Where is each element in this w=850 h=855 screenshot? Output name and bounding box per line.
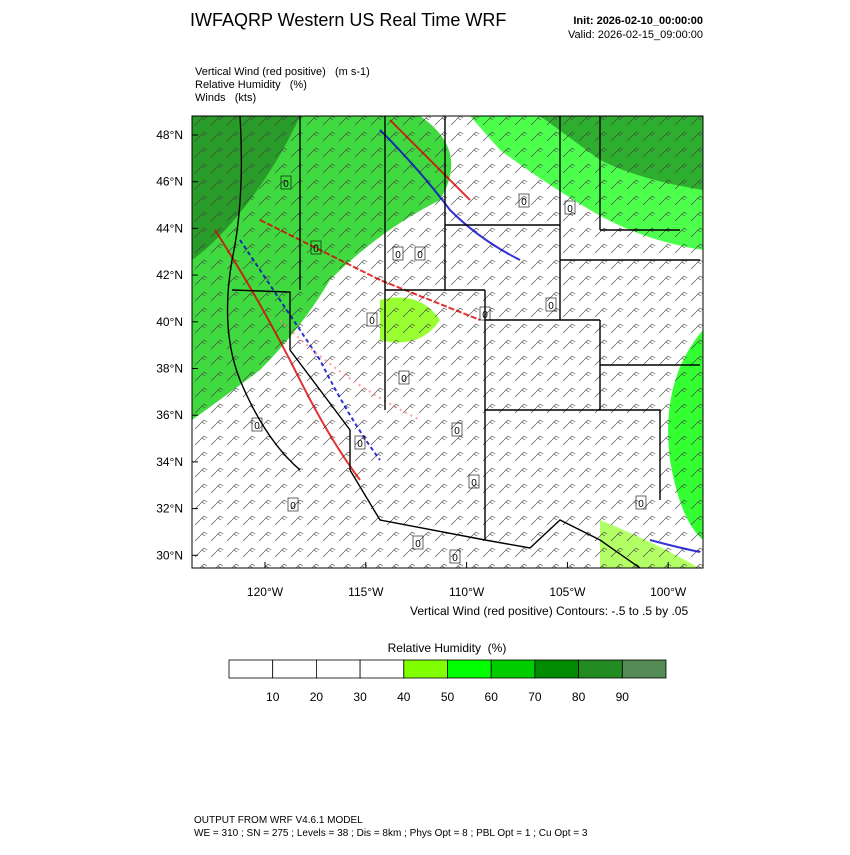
colorbar-box — [359, 659, 405, 679]
lon-label: 115°W — [348, 585, 384, 599]
contour-label-box — [451, 422, 463, 437]
footer-line: OUTPUT FROM WRF V4.6.1 MODEL — [194, 815, 363, 826]
contour-label: 0 — [254, 421, 260, 432]
lon-label: 110°W — [449, 585, 485, 599]
lat-label: 30°N — [156, 548, 183, 562]
map-frame — [191, 115, 704, 569]
contour-label-box — [354, 435, 366, 450]
colorbar-box — [578, 659, 623, 679]
contour-label-box — [366, 312, 378, 327]
lat-label: 34°N — [156, 455, 183, 469]
lat-label: 46°N — [156, 175, 183, 189]
contour-label: 0 — [290, 501, 296, 512]
contour-label-box — [468, 474, 480, 489]
colorbar-label: 90 — [616, 690, 630, 704]
contour-label: 0 — [452, 553, 458, 564]
map-area — [192, 116, 703, 568]
lat-label: 44°N — [156, 221, 183, 235]
lat-label: 38°N — [156, 362, 183, 376]
contour-label: 0 — [313, 244, 319, 255]
contour-label: 0 — [471, 478, 477, 489]
colorbar-title: Relative Humidity (%) — [388, 641, 507, 655]
contour-label-box — [635, 495, 647, 510]
contour-label: 0 — [401, 374, 407, 385]
lat-label: 48°N — [156, 128, 183, 142]
field-label: Relative Humidity (%) — [195, 79, 307, 91]
lat-label: 36°N — [156, 408, 183, 422]
colorbar-label: 10 — [266, 690, 280, 704]
contour-label: 0 — [454, 426, 460, 437]
contour-label-box — [280, 175, 292, 190]
contour-label-box — [518, 193, 530, 208]
contour-label: 0 — [395, 250, 401, 261]
contour-label-box — [564, 200, 576, 215]
colorbar-box — [228, 659, 274, 679]
contour-label: 0 — [482, 310, 488, 321]
colorbar-label: 30 — [353, 690, 367, 704]
contour-label-box — [414, 246, 426, 261]
colorbar-label: 40 — [397, 690, 411, 704]
contour-label-box — [449, 549, 461, 564]
colorbar-box — [272, 659, 317, 679]
contour-label: 0 — [357, 439, 363, 450]
contour-label: 0 — [521, 197, 527, 208]
colorbar-label: 70 — [528, 690, 542, 704]
contour-label: 0 — [283, 179, 289, 190]
contour-label-box — [310, 240, 322, 255]
footer-line: WE = 310 ; SN = 275 ; Levels = 38 ; Dis … — [194, 828, 588, 839]
field-label: Winds (kts) — [195, 92, 256, 104]
contour-label-box — [479, 306, 491, 321]
contour-label: 0 — [638, 499, 644, 510]
lat-label: 32°N — [156, 502, 183, 516]
colorbar-box — [490, 659, 536, 679]
contour-label-box — [392, 246, 404, 261]
colorbar-box — [534, 659, 580, 679]
colorbar-label: 50 — [441, 690, 455, 704]
colorbar-box — [621, 659, 667, 679]
valid-time: Valid: 2026-02-15_09:00:00 — [568, 29, 703, 41]
init-time: Init: 2026-02-10_00:00:00 — [573, 15, 703, 27]
colorbar-box — [447, 659, 492, 679]
contour-label: 0 — [567, 204, 573, 215]
field-label: Vertical Wind (red positive) (m s-1) — [195, 66, 370, 78]
contour-label: 0 — [548, 301, 554, 312]
contour-label: 0 — [417, 250, 423, 261]
title: IWFAQRP Western US Real Time WRF — [190, 10, 506, 30]
contour-label-box — [398, 370, 410, 385]
lon-label: 100°W — [650, 585, 687, 599]
contour-note: Vertical Wind (red positive) Contours: -… — [410, 604, 688, 618]
lon-label: 105°W — [549, 585, 586, 599]
colorbar-box — [403, 659, 448, 679]
colorbar-label: 80 — [572, 690, 586, 704]
contour-label-box — [412, 535, 424, 550]
lon-label: 120°W — [247, 585, 284, 599]
contour-label: 0 — [369, 316, 375, 327]
colorbar-box — [315, 659, 361, 679]
colorbar-label: 20 — [310, 690, 324, 704]
lat-label: 42°N — [156, 268, 183, 282]
contour-label-box — [287, 497, 299, 512]
colorbar-label: 60 — [485, 690, 499, 704]
contour-label-box — [251, 417, 263, 432]
lat-label: 40°N — [156, 315, 183, 329]
contour-label: 0 — [415, 539, 421, 550]
contour-label-box — [545, 297, 557, 312]
